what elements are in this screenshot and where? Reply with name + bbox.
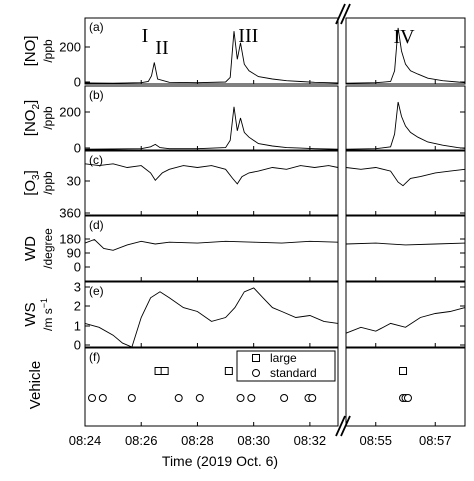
- standard-vehicle-marker: [98, 394, 107, 402]
- panel-c-frame-2: [345, 150, 466, 216]
- y-axis-title-c: [O3]: [22, 170, 42, 196]
- series-line-c-1: [84, 163, 339, 185]
- y-axis-title-e: WS: [22, 302, 39, 326]
- panel-label-d: (d): [89, 218, 104, 232]
- panel-c: (c) 30 [O3]/ppb: [22, 150, 466, 216]
- legend-standard-marker: [252, 369, 260, 377]
- series-line-a-2: [345, 27, 466, 84]
- y-axis-unit-a: /ppb: [41, 39, 55, 63]
- panel-d-frame-2: [345, 215, 466, 282]
- panel-b-frame-2: [345, 85, 466, 151]
- standard-vehicle-marker: [403, 394, 412, 402]
- x-tick-label: 08:28: [181, 433, 214, 448]
- panel-f-frame-2: [345, 347, 466, 427]
- series-line-d-1: [84, 238, 339, 251]
- annotation-ii: II: [155, 37, 168, 59]
- y-axis-unit-b: /ppb: [41, 106, 55, 130]
- large-vehicle-marker: [160, 367, 169, 375]
- y-tick-label-d: 0: [74, 260, 81, 275]
- y-axis-title-b: [NO2]: [22, 100, 42, 136]
- series-line-e-2: [345, 307, 466, 334]
- y-tick-label-a: 0: [74, 75, 81, 90]
- series-line-a-1: [84, 31, 339, 84]
- panel-label-a: (a): [89, 20, 104, 34]
- legend-large-label: large: [270, 351, 297, 365]
- y-axis-title-d: WD: [22, 236, 39, 261]
- panel-e-frame-2: [345, 281, 466, 348]
- x-tick-label: 08:55: [359, 433, 392, 448]
- legend-standard-label: standard: [270, 366, 317, 380]
- large-vehicle-marker: [399, 367, 408, 375]
- axis-break-stroke: [335, 3, 346, 25]
- panel-label-e: (e): [89, 284, 104, 298]
- panel-label-c: (c): [89, 153, 103, 167]
- standard-vehicle-marker: [280, 394, 289, 402]
- panel-c-frame-1: [84, 150, 339, 216]
- series-line-b-1: [84, 106, 339, 150]
- y-tick-label-e: 1: [74, 319, 81, 334]
- x-tick-label: 08:30: [237, 433, 270, 448]
- annotation-iii: III: [238, 25, 258, 47]
- panel-b-frame-1: [84, 85, 339, 151]
- y-axis-title-a: [NO]: [22, 36, 39, 67]
- y-tick-label-e: 0: [74, 338, 81, 353]
- x-tick-label: 08:26: [125, 433, 158, 448]
- y-tick-label-d: 90: [67, 246, 81, 261]
- x-tick-label: 08:32: [294, 433, 327, 448]
- axis-break-marks: [335, 3, 351, 437]
- panel-b: (b) 0 200 [NO2]/ppb: [22, 85, 466, 156]
- axis-break-stroke: [340, 415, 351, 437]
- y-axis-unit-e: /m s−1: [39, 298, 55, 331]
- panel-a-frame-1: [84, 17, 339, 85]
- x-tick-label: 08:57: [419, 433, 452, 448]
- panel-e: (e) 0 1 2 3 WS/m s−1: [22, 280, 466, 353]
- y-tick-label-e: 3: [74, 280, 81, 295]
- standard-vehicle-marker: [174, 394, 183, 402]
- y-tick-label-b: 200: [59, 105, 81, 120]
- panel-f-frame-1: [84, 347, 339, 427]
- standard-vehicle-marker: [195, 394, 204, 402]
- y-axis-title-f: Vehicle: [27, 361, 44, 409]
- x-axis-title: Time (2019 Oct. 6): [162, 453, 278, 469]
- y-axis-unit-c: /ppb: [41, 171, 55, 195]
- y-tick-label-d: 360: [59, 206, 81, 221]
- standard-vehicle-marker: [88, 394, 97, 402]
- standard-vehicle-marker: [247, 394, 256, 402]
- axis-break-stroke: [340, 3, 351, 25]
- panel-e-frame-1: [84, 281, 339, 348]
- annotation-iv: IV: [394, 26, 416, 48]
- legend-large-marker: [252, 354, 260, 362]
- panel-a-frame-2: [345, 17, 466, 85]
- y-tick-label-e: 2: [74, 299, 81, 314]
- panel-label-f: (f): [89, 350, 100, 364]
- series-line-e-1: [84, 287, 339, 348]
- standard-vehicle-marker: [236, 394, 245, 402]
- standard-vehicle-marker: [127, 394, 136, 402]
- standard-vehicle-marker: [308, 394, 317, 402]
- panel-label-b: (b): [89, 88, 104, 102]
- large-vehicle-marker: [224, 367, 233, 375]
- y-tick-label-d: 180: [59, 232, 81, 247]
- panel-d-frame-1: [84, 215, 339, 282]
- y-tick-label-c: 30: [67, 174, 81, 189]
- annotation-i: I: [142, 25, 149, 47]
- x-axis: 08:24 08:26 08:28 08:30 08:32 08:55 08:57 Time …: [69, 80, 452, 469]
- series-line-b-2: [345, 101, 466, 150]
- y-tick-label-a: 200: [59, 40, 81, 55]
- series-line-c-2: [345, 167, 466, 187]
- series-line-d-2: [345, 242, 466, 246]
- axis-break-stroke: [335, 415, 346, 437]
- x-tick-label: 08:24: [69, 433, 102, 448]
- y-axis-unit-d: /degree: [41, 228, 55, 269]
- y-tick-label-b: 0: [74, 141, 81, 156]
